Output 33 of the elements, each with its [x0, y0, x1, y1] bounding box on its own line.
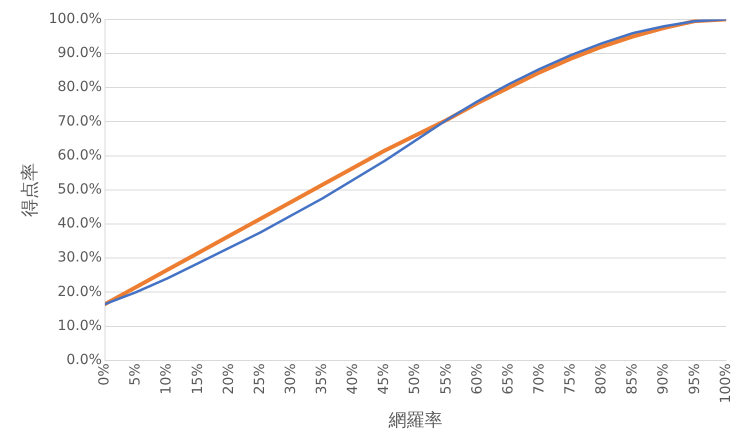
- x-tick-label: 15%: [190, 363, 206, 394]
- x-tick-label: 90%: [656, 363, 672, 394]
- x-tick-label: 100%: [718, 363, 734, 404]
- x-tick-label: 30%: [282, 363, 299, 394]
- x-tick-label: 35%: [314, 363, 330, 394]
- x-tick-label: 50%: [407, 363, 424, 394]
- y-tick-label: 40.0%: [57, 216, 102, 232]
- y-tick-label: 50.0%: [57, 182, 102, 198]
- x-tick-label: 5%: [128, 363, 144, 386]
- y-tick-label: 80.0%: [57, 79, 102, 96]
- x-tick-label: 70%: [531, 363, 548, 394]
- x-tick-label: 25%: [252, 363, 268, 394]
- y-tick-label: 10.0%: [57, 318, 102, 334]
- y-axis-title: 得点率: [19, 162, 40, 217]
- x-axis-title: 網羅率: [388, 410, 443, 431]
- x-tick-label: 65%: [500, 363, 516, 394]
- x-tick-label: 55%: [438, 363, 454, 394]
- x-tick-label: 20%: [220, 363, 237, 394]
- x-tick-label: 45%: [376, 363, 392, 394]
- y-tick-label: 100.0%: [48, 11, 102, 28]
- x-tick-label: 75%: [562, 363, 579, 394]
- x-tick-label: 10%: [158, 363, 175, 394]
- y-tick-label: 20.0%: [57, 284, 102, 300]
- y-tick-label: 60.0%: [57, 147, 102, 164]
- x-tick-label: 95%: [686, 363, 703, 394]
- x-tick-label: 80%: [594, 363, 610, 394]
- x-tick-label: 0%: [96, 363, 113, 386]
- y-tick-label: 70.0%: [57, 113, 102, 130]
- x-tick-label: 85%: [624, 363, 641, 394]
- x-tick-label: 40%: [345, 363, 362, 394]
- y-tick-label: 90.0%: [57, 45, 102, 62]
- x-tick-label: 60%: [469, 363, 486, 394]
- y-tick-label: 30.0%: [57, 250, 102, 266]
